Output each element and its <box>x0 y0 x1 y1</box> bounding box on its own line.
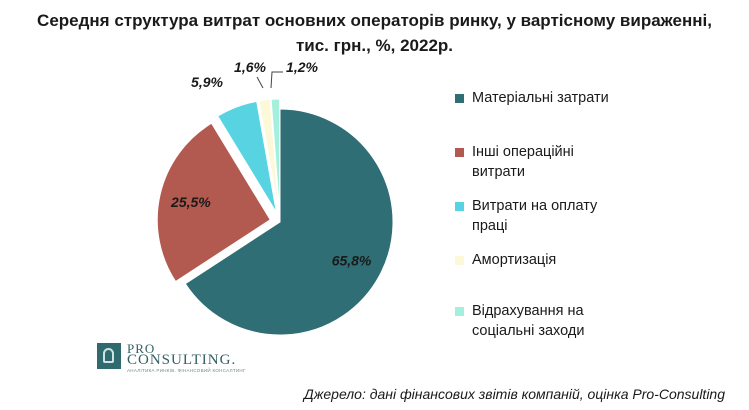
legend-swatch-4 <box>455 256 464 265</box>
legend-label-2: Інші операційні витрати <box>472 144 574 180</box>
pie-slice-2 <box>156 122 271 283</box>
pro-consulting-logo: PRO CONSULTING. АНАЛІТИКА РИНКІВ. ФІНАНС… <box>97 341 245 373</box>
legend-swatch-1 <box>455 94 464 103</box>
pie-slice-4 <box>258 98 280 213</box>
logo-text-consulting: CONSULTING. <box>127 352 237 368</box>
data-label-2: 25,5% <box>170 194 211 210</box>
legend-swatch-3 <box>455 202 464 211</box>
legend-label-5: Відрахування на соціальні заходи <box>472 303 585 339</box>
logo-tagline: АНАЛІТИКА РИНКІВ. ФІНАНСОВИЙ КОНСАЛТИНГ <box>127 368 246 373</box>
data-label-3: 5,9% <box>191 74 223 90</box>
pie-slice-3 <box>217 100 277 213</box>
leader-line-4 <box>256 76 264 89</box>
chart-title-line-1: Середня структура витрат основних операт… <box>37 11 712 30</box>
legend-label-4: Амортизація <box>472 252 557 268</box>
legend-swatch-2 <box>455 148 464 157</box>
pie-slice-5 <box>270 98 281 213</box>
chart-title: Середня структура витрат основних операт… <box>0 8 749 58</box>
legend-label-1: Матеріальні затрати <box>472 90 609 106</box>
source-note: Джерело: дані фінансових звітів компаній… <box>303 386 725 402</box>
legend-swatch-5 <box>455 307 464 316</box>
logo-mark-icon <box>97 343 121 369</box>
logo-text-pro: PRO <box>127 341 156 356</box>
pie-slice-1 <box>184 108 394 336</box>
leader-line-5 <box>270 71 283 89</box>
data-label-4: 1,6% <box>234 59 266 75</box>
data-label-1: 65,8% <box>332 253 372 269</box>
data-label-5: 1,2% <box>286 59 318 75</box>
chart-title-line-2: тис. грн., %, 2022р. <box>295 36 454 55</box>
legend-label-3: Витрати на оплату праці <box>472 198 598 234</box>
